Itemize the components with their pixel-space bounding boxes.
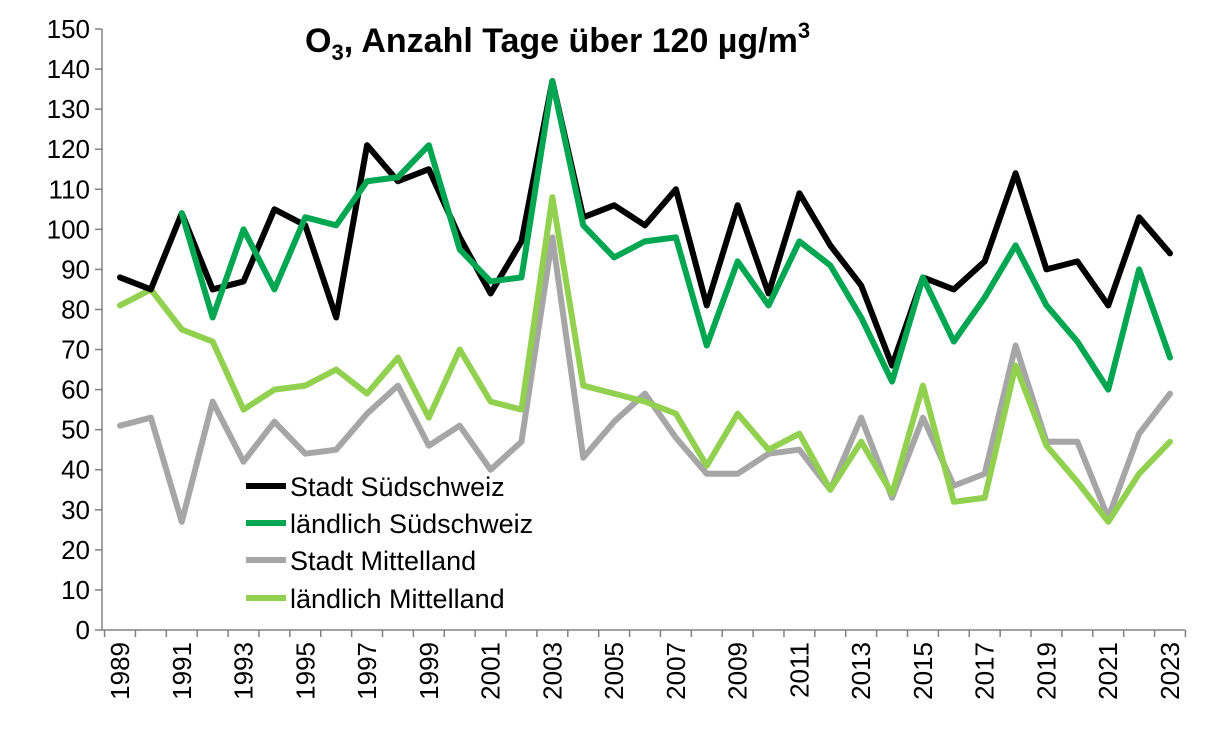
series-line-2: [117, 234, 1173, 525]
x-tick-label: 1993: [229, 642, 259, 700]
legend-label: Stadt Südschweiz: [290, 472, 505, 502]
series-line-0: [117, 78, 1173, 369]
y-tick-label: 70: [61, 335, 90, 365]
x-tick-label: 1991: [167, 642, 197, 700]
x-tick-label: 2017: [970, 642, 1000, 700]
y-tick-label: 140: [47, 54, 90, 84]
legend-label: Stadt Mittelland: [290, 546, 476, 576]
x-tick-label: 1989: [105, 642, 135, 700]
x-tick-label: 2005: [599, 642, 629, 700]
x-tick-label: 1997: [352, 642, 382, 700]
x-tick-label: 2023: [1155, 642, 1185, 700]
y-tick-label: 130: [47, 94, 90, 124]
x-tick-label: 2001: [476, 642, 506, 700]
y-tick-label: 30: [61, 495, 90, 525]
x-tick-label: 2007: [661, 642, 691, 700]
y-tick-label: 50: [61, 415, 90, 445]
x-tick-label: 2009: [723, 642, 753, 700]
y-tick-label: 110: [49, 174, 90, 204]
legend-label: ländlich Südschweiz: [290, 509, 533, 539]
y-tick-label: 100: [47, 214, 90, 244]
chart-title: O3, Anzahl Tage über 120 µg/m3: [305, 18, 810, 65]
y-tick-label: 10: [61, 575, 90, 605]
x-tick-label: 1999: [414, 642, 444, 700]
y-tick-label: 40: [61, 455, 90, 485]
y-tick-label: 80: [61, 294, 90, 324]
x-tick-label: 2019: [1031, 642, 1061, 700]
x-tick-label: 1995: [290, 642, 320, 700]
legend-label: ländlich Mittelland: [290, 584, 505, 614]
legend: Stadt Südschweiz ländlich Südschweiz Stadt…: [246, 472, 533, 614]
title-main: O: [305, 22, 331, 60]
series-layer: [117, 78, 1173, 525]
y-tick-label: 60: [61, 375, 90, 405]
y-tick-label: 20: [61, 535, 90, 565]
y-tick-label: 90: [61, 254, 90, 284]
x-tick-label: 2015: [908, 642, 938, 700]
x-tick-label: 2013: [846, 642, 876, 700]
y-tick-label: 150: [47, 14, 90, 44]
axes: 0 10 20 30 40 50 60 70 80 90 100 110 120 130 140 150 198…: [47, 14, 1187, 700]
x-tick-label: 2003: [537, 642, 567, 700]
title-rest: , Anzahl Tage über 120 µg/m: [344, 22, 798, 60]
y-tick-label: 0: [76, 615, 90, 645]
title-subscript: 3: [331, 40, 343, 65]
series-line-1: [178, 78, 1173, 393]
x-tick-label: 2011: [784, 642, 814, 698]
series-line-3: [117, 194, 1173, 525]
x-tick-label: 2021: [1093, 642, 1123, 700]
title-superscript: 3: [798, 18, 810, 43]
y-tick-label: 120: [47, 134, 90, 164]
